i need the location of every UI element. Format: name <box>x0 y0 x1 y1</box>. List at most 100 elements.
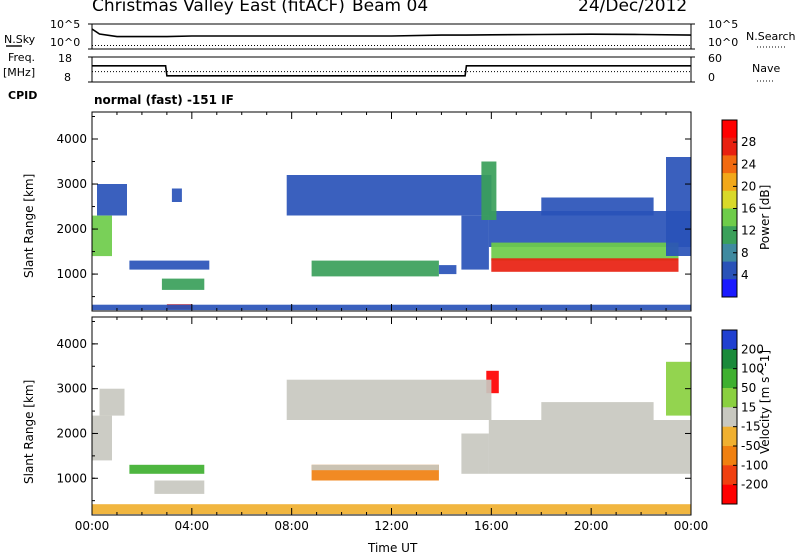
scatter-region-power-9 <box>438 265 457 275</box>
velocity-ylabel: Slant Range [km] <box>22 379 36 484</box>
scatter-region-velocity-9 <box>541 402 654 420</box>
nsearch-label: N.Search <box>746 30 796 43</box>
velocity-colorbar-swatch-1 <box>722 349 737 370</box>
xtick-label-3: 12:00 <box>374 519 409 533</box>
nsearch-tick-top: 10^5 <box>708 18 739 31</box>
nsky-series-0 <box>91 28 692 38</box>
power-colorbar-swatch-1 <box>722 137 737 156</box>
ytick-label-velocity-3: 4000 <box>56 337 87 351</box>
scatter-region-power-11 <box>488 211 691 247</box>
power-colorbar-swatch-4 <box>722 190 737 209</box>
scatter-region-velocity-3 <box>154 480 205 494</box>
power-colorbar-tick-label-4: 20 <box>741 179 756 193</box>
power-colorbar-swatch-2 <box>722 155 737 174</box>
velocity-colorbar-label: Velocity [m s^-1] <box>758 349 772 454</box>
cpid-label: CPID <box>8 89 38 102</box>
scatter-region-velocity-1 <box>99 388 125 416</box>
power-colorbar-swatch-9 <box>722 279 737 298</box>
velocity-colorbar-tick-label-3: 15 <box>741 400 756 414</box>
power-colorbar-swatch-3 <box>722 173 737 192</box>
xtick-label-6: 00:00 <box>674 519 709 533</box>
ytick-label-power-0: 1000 <box>56 267 87 281</box>
time-axis-title: Time UT <box>368 541 418 555</box>
freq-label-2: [MHz] <box>3 66 36 79</box>
velocity-colorbar-swatch-5 <box>722 426 737 447</box>
nsearch-tick-bottom: 10^0 <box>708 36 739 49</box>
velocity-colorbar-tick-label-5: -50 <box>741 439 761 453</box>
freq-tick-bottom: 8 <box>64 71 71 84</box>
xtick-label-4: 16:00 <box>474 519 509 533</box>
scatter-region-power-6 <box>171 188 182 202</box>
nsky-tick-bottom: 10^0 <box>50 36 81 49</box>
scatter-region-velocity-0 <box>92 415 112 461</box>
freq-tick-top: 18 <box>58 52 72 65</box>
power-colorbar-tick-label-5: 24 <box>741 157 756 171</box>
scatter-region-velocity-8 <box>488 420 691 474</box>
velocity-colorbar-tick-label-7: -200 <box>741 478 768 492</box>
velocity-colorbar-tick-label-1: 100 <box>741 362 764 376</box>
scatter-region-power-0 <box>92 215 112 257</box>
power-colorbar-swatch-6 <box>722 226 737 245</box>
velocity-colorbar-tick-label-2: 50 <box>741 381 756 395</box>
freq-series <box>92 65 691 77</box>
xtick-label-0: 00:00 <box>75 519 110 533</box>
scatter-region-power-7 <box>286 175 492 216</box>
chart-title: Christmas Valley East (fitACF) <box>92 0 345 16</box>
xtick-label-5: 20:00 <box>574 519 609 533</box>
scatter-region-velocity-2 <box>129 464 205 474</box>
nave-label: Nave <box>752 62 781 75</box>
scatter-region-velocity-7 <box>461 433 489 474</box>
ytick-label-power-3: 4000 <box>56 132 87 146</box>
nsky-label: N.Sky <box>4 33 36 46</box>
nave-tick-bottom: 0 <box>708 71 715 84</box>
scatter-region-power-13 <box>491 258 679 272</box>
power-colorbar-tick-label-6: 28 <box>741 135 756 149</box>
velocity-colorbar-swatch-8 <box>722 484 737 505</box>
velocity-colorbar-swatch-6 <box>722 446 737 466</box>
ytick-label-velocity-2: 3000 <box>56 382 87 396</box>
scatter-region-power-1 <box>97 184 127 216</box>
ytick-label-power-2: 3000 <box>56 177 87 191</box>
power-colorbar-tick-label-1: 8 <box>741 246 749 260</box>
scatter-region-power-14 <box>541 197 654 216</box>
cpid-value: normal (fast) -151 IF <box>94 93 234 107</box>
velocity-colorbar-swatch-4 <box>722 407 737 428</box>
scatter-region-power-12 <box>491 242 679 261</box>
scatter-region-power-8 <box>311 260 439 277</box>
velocity-colorbar-tick-label-6: -100 <box>741 458 768 472</box>
scatter-region-power-2 <box>129 260 210 270</box>
scatter-region-power-15 <box>666 157 691 256</box>
nave-tick-top: 60 <box>708 52 722 65</box>
nsky-panel-frame <box>91 23 692 50</box>
date-label: 24/Dec/2012 <box>578 0 688 16</box>
power-colorbar-swatch-7 <box>722 243 737 263</box>
power-colorbar-tick-label-2: 12 <box>741 224 756 238</box>
velocity-colorbar-swatch-2 <box>722 368 737 389</box>
ytick-label-velocity-1: 2000 <box>56 426 87 440</box>
velocity-colorbar-swatch-7 <box>722 465 737 486</box>
scatter-region-power-16 <box>481 161 497 220</box>
power-colorbar-swatch-0 <box>722 120 737 139</box>
scatter-region-velocity-6 <box>311 464 439 471</box>
velocity-colorbar-swatch-0 <box>722 330 737 350</box>
velocity-colorbar-swatch-3 <box>722 388 737 408</box>
ytick-label-power-1: 2000 <box>56 222 87 236</box>
nsky-tick-top: 10^5 <box>50 18 81 31</box>
scatter-region-velocity-12 <box>286 379 492 420</box>
power-colorbar-tick-label-3: 16 <box>741 202 756 216</box>
power-colorbar-swatch-8 <box>722 261 737 280</box>
velocity-colorbar-frame <box>721 329 738 505</box>
freq-label-1: Freq. <box>8 51 36 64</box>
xtick-label-1: 04:00 <box>175 519 210 533</box>
power-colorbar-swatch-5 <box>722 208 737 227</box>
velocity-colorbar-tick-label-0: 200 <box>741 342 764 356</box>
ytick-label-velocity-0: 1000 <box>56 471 87 485</box>
scatter-region-power-10 <box>461 215 489 270</box>
xtick-label-2: 08:00 <box>274 519 309 533</box>
freq-panel-frame <box>91 56 692 83</box>
power-ylabel: Slant Range [km] <box>22 173 36 278</box>
scatter-region-power-3 <box>161 278 205 290</box>
power-colorbar-label: Power [dB] <box>758 184 772 250</box>
beam-label: Beam 04 <box>352 0 429 16</box>
